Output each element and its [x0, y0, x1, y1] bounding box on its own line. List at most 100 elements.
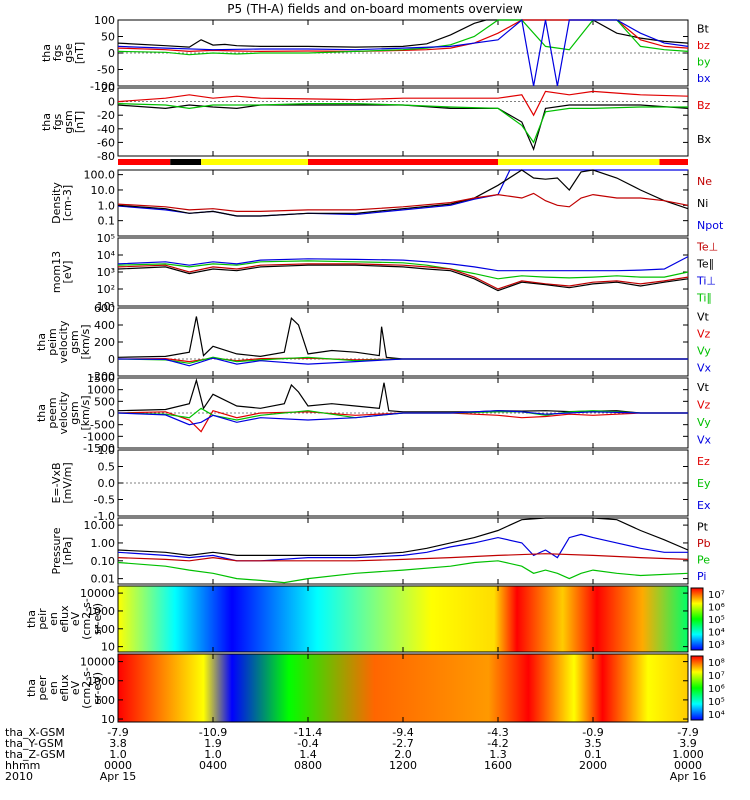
colorbar-tick-label: 10⁶ [708, 684, 725, 695]
y-axis-label: Density [50, 182, 63, 224]
y-tick-label: 10⁴ [97, 249, 116, 262]
colorbar-tick-label: 10³ [708, 640, 725, 651]
y-axis-label: en [47, 612, 60, 626]
ephemeris-value: -10.9 [199, 726, 227, 739]
y-tick-label: 600 [94, 302, 115, 315]
panel-frame [117, 237, 689, 307]
y-tick-label: 100 [94, 694, 115, 707]
legend-entry: Ni [697, 197, 708, 210]
series-line-Ne [117, 192, 689, 212]
y-axis-label: fgs [51, 113, 64, 130]
ephemeris-value: 1.000 [672, 748, 704, 761]
y-axis-label: [cm-3] [61, 185, 74, 221]
colorbar-tick-label: 10⁴ [708, 710, 725, 721]
ephemeris-value: 1200 [389, 759, 417, 772]
series-line-Vz [117, 409, 688, 433]
y-tick-label: -20 [97, 109, 115, 122]
panel-peer-spectrogram: 10⁸ 10⁷ 10⁶ 10⁵ 10⁴ 10000 1000 100 10 thapeerenef… [25, 653, 725, 726]
mode-bar-segment [308, 159, 498, 165]
ephemeris-value: Apr 16 [670, 770, 707, 783]
ephemeris-value: 0.1 [584, 748, 602, 761]
y-axis-label: tha [35, 333, 48, 351]
legend-entry: by [697, 55, 711, 68]
legend-entry: Npot [697, 219, 724, 232]
panel-temperature: 10⁵ 10⁴ 10³ 10² 10¹ mom13[eV] Te⊥ Te∥ Ti⊥ Ti∥ [50, 232, 718, 313]
ephemeris-value: Apr 15 [100, 770, 137, 783]
y-tick-label: -200 [90, 370, 115, 383]
y-tick-label: 10⁵ [97, 232, 115, 245]
y-axis-label: [nPa] [61, 537, 74, 565]
y-tick-label: 50 [101, 31, 115, 44]
y-axis-label: [km/s] [79, 395, 92, 430]
colorbar-tick-label: 10⁸ [708, 658, 725, 669]
y-tick-label: 200 [94, 336, 115, 349]
series-line-Bx [117, 104, 689, 151]
series-line-Pe [117, 560, 689, 584]
colorbar [690, 655, 704, 721]
legend-entry: Vx [697, 433, 712, 446]
ephemeris-row-label: tha_Z-GSM [5, 748, 65, 761]
ephemeris-row-label: tha_Y-GSM [5, 737, 63, 750]
y-axis-label: gsm [68, 401, 81, 424]
colorbar-tick-label: 10⁷ [708, 590, 725, 601]
ephemeris-value: 0800 [294, 759, 322, 772]
y-axis-label: velocity [57, 391, 70, 434]
y-tick-label: 10 [101, 641, 115, 654]
legend-entry: Bz [697, 99, 711, 112]
legend-entry: Pt [697, 520, 709, 533]
y-tick-label: -0.5 [94, 494, 115, 507]
ephemeris-value: 0000 [674, 759, 702, 772]
series-line-Te∥ [117, 264, 689, 292]
ephemeris-value: 1.0 [109, 748, 127, 761]
colorbar-tick-label: 10⁶ [708, 603, 725, 614]
ephemeris-value: -9.4 [392, 726, 413, 739]
legend-entry: bx [697, 72, 711, 85]
legend-entry: Bt [697, 22, 710, 35]
panel-e-field: 1.0 0.5 0.0 -0.5 -1.0 E=-VxB[mV/m] Ez Ey Ex [50, 444, 711, 523]
series-line-Vy [117, 356, 688, 364]
legend-entry: Pe [697, 553, 710, 566]
legend-entry: Te⊥ [696, 241, 718, 254]
series-line-Vy [117, 407, 688, 421]
y-tick-label: 0.0 [98, 477, 116, 490]
series-line-Bt [117, 19, 689, 48]
ephemeris-value: 3.8 [109, 737, 127, 750]
y-axis-label: peem [46, 397, 59, 428]
y-tick-label: 10000 [80, 587, 115, 600]
legend-entry: Vy [697, 345, 711, 358]
colorbar-tick-label: 10⁵ [708, 615, 725, 626]
y-tick-label: 10.00 [84, 519, 116, 532]
y-tick-label: -50 [97, 64, 115, 77]
y-axis-label: tha [40, 113, 53, 131]
series-line-Pt [117, 517, 689, 557]
colorbar-tick-label: 10⁴ [708, 628, 725, 639]
ephemeris-value: 2.0 [394, 748, 412, 761]
y-tick-label: 1000 [87, 605, 115, 618]
y-axis-label: peer [36, 675, 49, 701]
series-line-Ti⊥ [117, 256, 689, 272]
panel-frame [117, 307, 689, 377]
page-title: P5 (TH-A) fields and on-board moments ov… [227, 2, 523, 16]
panel-frame [117, 169, 689, 237]
y-tick-label: 1.0 [98, 444, 116, 457]
ephemeris-value: 1.3 [489, 748, 507, 761]
y-axis-label: eV [69, 611, 82, 626]
y-axis-label: [km/s] [79, 324, 92, 359]
y-axis-label: eflux [58, 674, 71, 702]
ephemeris-value: -11.4 [294, 726, 322, 739]
ephemeris-value: -7.9 [107, 726, 128, 739]
y-axis-label: E=-VxB [50, 462, 63, 503]
y-axis-label: eflux [58, 605, 71, 633]
y-axis-label: velocity [57, 320, 70, 363]
legend-entry: Te∥ [696, 258, 714, 271]
legend-entry: Ez [697, 455, 710, 468]
series-line-bx [117, 18, 689, 87]
ephemeris-value: 0400 [199, 759, 227, 772]
ephemeris-value: 1.4 [299, 748, 317, 761]
legend-entry: Ex [697, 499, 711, 512]
